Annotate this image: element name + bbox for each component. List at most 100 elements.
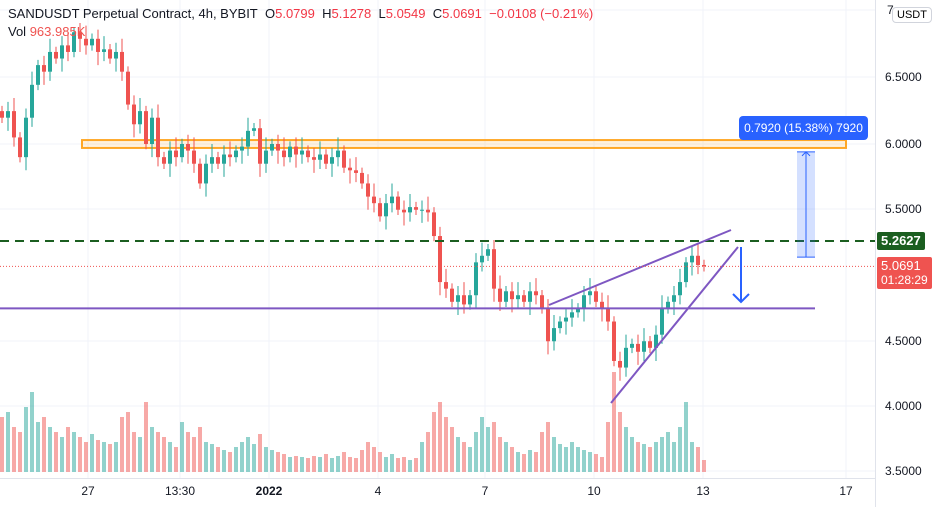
price-tick: 5.5000 xyxy=(885,202,922,216)
volume-label: Vol xyxy=(8,24,27,39)
candle-body xyxy=(120,51,124,72)
candle-body xyxy=(648,341,652,348)
measure-arrow-head-icon xyxy=(801,151,811,157)
time-tick: 17 xyxy=(839,484,853,498)
candle-body xyxy=(222,154,226,164)
candle-body xyxy=(126,71,130,105)
high-value: 5.1278 xyxy=(331,6,372,21)
volume-legend: Vol 963.985K xyxy=(8,24,85,39)
volume-bar xyxy=(240,442,244,472)
candle-body xyxy=(492,249,496,289)
time-tick: 27 xyxy=(81,484,95,498)
volume-bar xyxy=(450,427,454,472)
candle-body xyxy=(312,157,316,160)
volume-bar xyxy=(12,427,16,472)
volume-bar xyxy=(552,437,556,472)
price-tick: 6.0000 xyxy=(885,137,922,151)
volume-bar xyxy=(204,442,208,472)
candle-body xyxy=(546,308,550,342)
volume-bar xyxy=(48,427,52,472)
volume-bar xyxy=(660,437,664,472)
volume-bar xyxy=(480,417,484,472)
symbol-legend: SANDUSDT Perpetual Contract, 4h, BYBIT O… xyxy=(8,6,593,21)
candle-body xyxy=(684,262,688,283)
candle-body xyxy=(18,137,22,158)
volume-bar xyxy=(558,444,562,472)
wedge-upper-line xyxy=(548,229,732,306)
candle-body xyxy=(258,128,262,164)
currency-button[interactable]: USDT xyxy=(892,7,932,23)
volume-bar xyxy=(576,447,580,472)
candle-body xyxy=(552,328,556,342)
volume-bar xyxy=(516,452,520,472)
volume-bar xyxy=(420,442,424,472)
volume-bar xyxy=(624,427,628,472)
candle-body xyxy=(54,51,58,59)
candle-body xyxy=(486,249,490,256)
volume-bar xyxy=(30,392,34,472)
candle-body xyxy=(246,130,250,147)
candle-body xyxy=(516,295,520,300)
volume-bar xyxy=(444,417,448,472)
volume-bar xyxy=(600,457,604,472)
candle-body xyxy=(300,150,304,155)
volume-bar xyxy=(18,432,22,472)
time-tick: 13:30 xyxy=(164,484,196,498)
volume-bar xyxy=(330,458,334,472)
candle-body xyxy=(432,212,436,237)
candle-body xyxy=(186,144,190,151)
volume-bar xyxy=(66,427,70,472)
volume-bar xyxy=(84,442,88,472)
candle-body xyxy=(678,282,682,296)
candle-body xyxy=(210,157,214,164)
candle-body xyxy=(564,317,568,322)
volume-bar xyxy=(264,447,268,472)
volume-bar xyxy=(102,442,106,472)
volume-bar xyxy=(96,440,100,472)
candle-body xyxy=(372,196,376,204)
candle-body xyxy=(150,117,154,144)
volume-bar xyxy=(384,457,388,472)
candle-body xyxy=(0,111,4,118)
symbol-title: SANDUSDT Perpetual Contract, 4h, BYBIT xyxy=(8,6,258,21)
volume-bar xyxy=(186,432,190,472)
close-label: C xyxy=(432,6,443,21)
volume-bar xyxy=(654,442,658,472)
volume-bar xyxy=(696,447,700,472)
volume-bar xyxy=(354,458,358,472)
time-tick: 7 xyxy=(481,484,489,498)
volume-bar xyxy=(630,437,634,472)
candle-body xyxy=(270,144,274,151)
volume-bar xyxy=(42,417,46,472)
volume-bar xyxy=(108,444,112,472)
volume-bar xyxy=(288,457,292,472)
open-label: O xyxy=(264,6,276,21)
candle-body xyxy=(60,45,64,59)
volume-bar xyxy=(294,456,298,472)
volume-bar xyxy=(690,442,694,472)
volume-bar xyxy=(606,422,610,472)
candle-body xyxy=(198,163,202,184)
volume-bar xyxy=(210,444,214,472)
volume-bar xyxy=(504,442,508,472)
time-tick: 4 xyxy=(374,484,382,498)
candle-body xyxy=(102,49,106,52)
volume-bar xyxy=(162,437,166,472)
candle-body xyxy=(696,255,700,265)
volume-bar xyxy=(144,402,148,472)
volume-bar xyxy=(150,427,154,472)
candle-body xyxy=(282,150,286,158)
last-price-tag: 5.0691 01:28:29 xyxy=(877,257,932,289)
candle-body xyxy=(330,157,334,164)
candle-body xyxy=(78,32,82,39)
volume-bar xyxy=(192,437,196,472)
volume-bar xyxy=(492,422,496,472)
candle-body xyxy=(138,111,142,125)
candle-body xyxy=(378,203,382,217)
candle-body xyxy=(72,32,76,52)
candle-body xyxy=(354,170,358,173)
level-price-tag: 5.2627 xyxy=(877,232,925,250)
candle-body xyxy=(426,209,430,213)
